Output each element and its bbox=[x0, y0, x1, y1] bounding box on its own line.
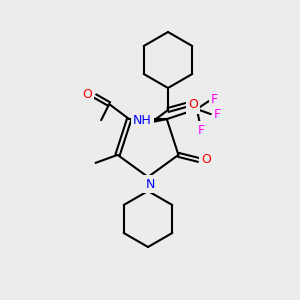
Text: F: F bbox=[214, 108, 221, 121]
Text: NH: NH bbox=[133, 113, 152, 127]
Text: O: O bbox=[82, 88, 92, 100]
Text: F: F bbox=[211, 93, 218, 106]
Text: O: O bbox=[188, 98, 198, 112]
Text: O: O bbox=[202, 153, 212, 167]
Text: F: F bbox=[198, 124, 206, 136]
Text: N: N bbox=[145, 178, 155, 190]
